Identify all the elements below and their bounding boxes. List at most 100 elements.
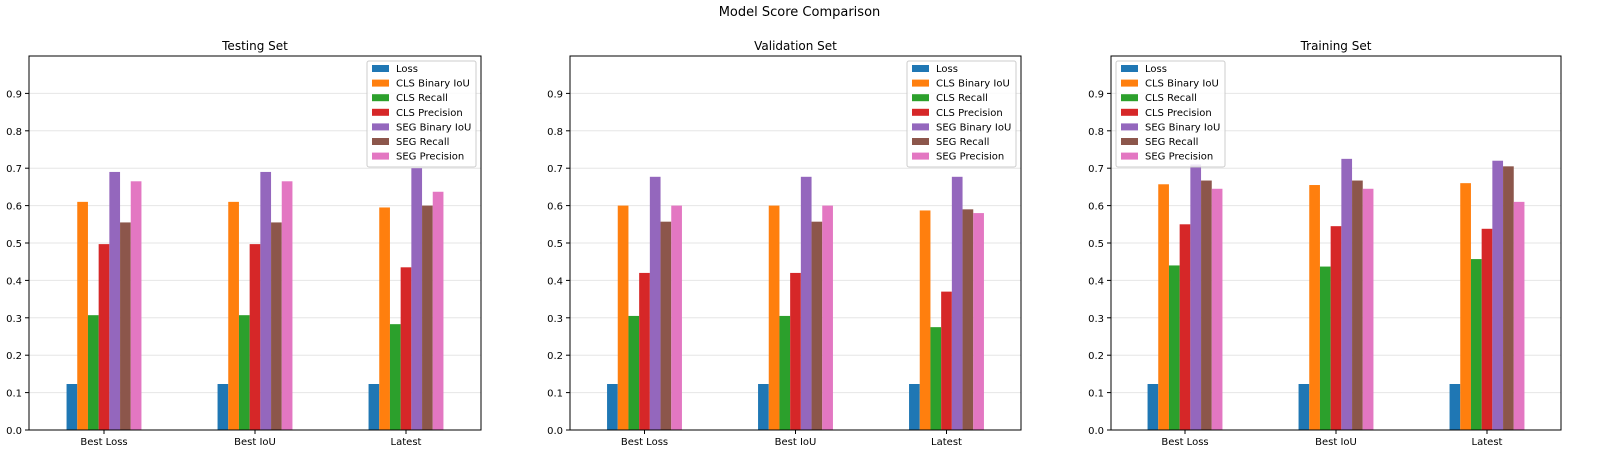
x-tick-label: Best Loss	[1161, 437, 1208, 448]
y-tick-label: 0.3	[6, 314, 22, 325]
legend-swatch	[912, 79, 929, 87]
bar	[1190, 164, 1202, 430]
legend-label: Loss	[936, 64, 958, 75]
figure-title: Model Score Comparison	[718, 5, 881, 20]
bar	[1330, 226, 1342, 430]
y-tick-label: 0.1	[6, 389, 22, 400]
bar	[1201, 180, 1212, 430]
legend-swatch	[372, 94, 389, 102]
y-tick-label: 0.8	[547, 127, 563, 138]
legend-swatch	[912, 108, 929, 116]
x-tick-label: Best Loss	[621, 437, 668, 448]
y-tick-label: 0.0	[547, 426, 563, 437]
bar	[930, 327, 942, 430]
panel-testing-set: 0.0 0.1 0.2 0.3 0.4 0.5 0.6 0.7 0.8 0.9 Best Loss B…	[6, 39, 482, 448]
legend-swatch	[912, 138, 929, 145]
bar	[1503, 166, 1514, 430]
bar	[1470, 259, 1482, 430]
legend-swatch	[1121, 138, 1138, 145]
bar	[400, 267, 412, 430]
bar	[1341, 158, 1353, 430]
bar	[1513, 201, 1525, 430]
y-tick-label: 0.3	[547, 314, 563, 325]
bar	[66, 384, 78, 430]
y-tick-label: 0.9	[1088, 89, 1104, 100]
legend-label: CLS Precision	[396, 108, 463, 119]
x-tick-label: Latest	[1472, 437, 1503, 448]
panel-validation-set: 0.0 0.1 0.2 0.3 0.4 0.5 0.6 0.7 0.8 0.9 Best Loss B…	[547, 39, 1022, 448]
legend-swatch	[372, 138, 389, 145]
x-tick-label: Best IoU	[1315, 437, 1357, 448]
bar	[238, 315, 250, 430]
bar	[811, 221, 823, 430]
bar	[962, 209, 974, 430]
bar	[1179, 224, 1191, 430]
y-tick-label: 0.7	[1088, 164, 1104, 175]
y-tick-label: 0.5	[547, 239, 563, 250]
bar	[779, 315, 791, 430]
bar	[1298, 384, 1310, 430]
bar	[671, 205, 682, 430]
panel-training-set: 0.0 0.1 0.2 0.3 0.4 0.5 0.6 0.7 0.8 0.9 Best Loss B…	[1088, 39, 1562, 448]
bar	[951, 176, 963, 430]
y-tick-label: 0.5	[1088, 239, 1104, 250]
legend-swatch	[1121, 123, 1138, 131]
legend-swatch	[1121, 65, 1138, 72]
legend-box	[366, 60, 477, 168]
bar	[379, 207, 390, 430]
legend-label: CLS Recall	[936, 93, 988, 104]
legend-swatch	[1121, 79, 1138, 87]
bar	[800, 176, 812, 430]
x-tick-label: Latest	[931, 437, 962, 448]
y-tick-label: 0.4	[547, 276, 563, 287]
legend-label: CLS Precision	[1145, 108, 1212, 119]
y-tick-label: 0.4	[6, 276, 22, 287]
legend-label: CLS Binary IoU	[936, 79, 1010, 90]
bar	[1158, 184, 1169, 430]
bar	[941, 291, 952, 430]
bar	[1309, 185, 1320, 430]
legend-swatch	[372, 108, 389, 116]
legend-swatch	[912, 65, 929, 72]
y-tick-label: 0.1	[547, 389, 563, 400]
bar	[228, 201, 239, 430]
legend-label: SEG Binary IoU	[936, 122, 1011, 133]
y-tick-label: 0.2	[6, 351, 22, 362]
x-tick-label: Latest	[391, 437, 422, 448]
bar	[271, 222, 282, 430]
bar	[639, 272, 650, 430]
y-tick-label: 0.2	[547, 351, 563, 362]
legend-label: CLS Binary IoU	[1145, 79, 1219, 90]
bar	[120, 222, 131, 430]
bar	[260, 171, 272, 430]
y-tick-label: 0.6	[1088, 202, 1104, 213]
legend-swatch	[1121, 108, 1138, 116]
bar	[822, 205, 833, 430]
legend-label: SEG Precision	[396, 152, 464, 163]
bar	[790, 272, 801, 430]
bar	[909, 384, 920, 430]
legend-label: SEG Binary IoU	[396, 122, 471, 133]
legend-label: CLS Recall	[1145, 93, 1197, 104]
bar	[758, 384, 769, 430]
bar	[1168, 265, 1180, 430]
bar	[368, 384, 380, 430]
x-tick-label: Best IoU	[234, 437, 276, 448]
bar	[98, 244, 110, 430]
legend-label: Loss	[1145, 64, 1167, 75]
legend-swatch	[912, 94, 929, 102]
legend: Loss CLS Binary IoU CLS Recall CLS Precisio…	[1115, 60, 1226, 168]
bar	[768, 205, 780, 430]
bar	[217, 384, 229, 430]
y-tick-label: 0.8	[6, 127, 22, 138]
bar	[1481, 228, 1493, 430]
bar	[607, 384, 618, 430]
y-tick-label: 0.5	[6, 239, 22, 250]
y-tick-label: 0.8	[1088, 127, 1104, 138]
x-tick-label: Best Loss	[80, 437, 127, 448]
y-tick-label: 0.6	[547, 202, 563, 213]
legend-label: CLS Recall	[396, 93, 448, 104]
y-tick-label: 0.4	[1088, 276, 1104, 287]
bar	[249, 244, 261, 430]
